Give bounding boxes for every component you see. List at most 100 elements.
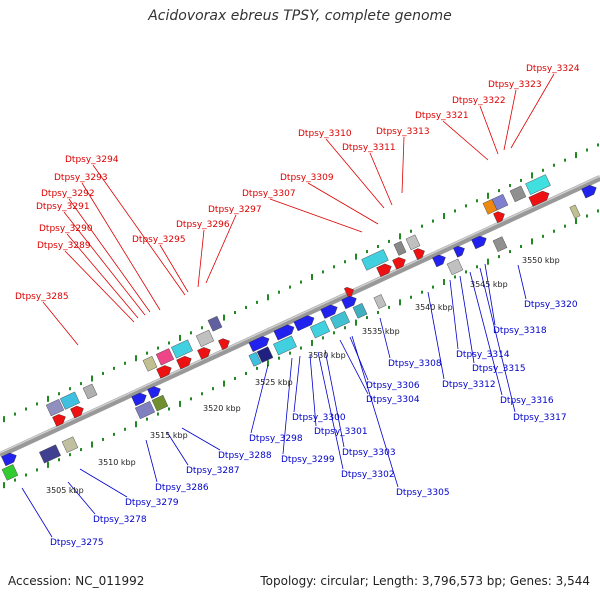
tick-dot — [146, 351, 148, 355]
forward-gene-block — [142, 355, 158, 372]
tick-dot — [333, 331, 335, 335]
reverse-gene-block — [147, 386, 161, 399]
forward-gene-block — [491, 193, 509, 211]
tick-dot — [465, 270, 467, 274]
reverse-gene-label: Dtpsy_3303 — [342, 448, 396, 458]
reverse-leader-line — [349, 336, 369, 381]
reverse-gene-block — [1, 452, 17, 467]
tick-dot — [80, 382, 82, 386]
tick-dot — [509, 184, 511, 188]
tick-dot — [366, 316, 368, 320]
scale-tick-label: 3530 kbp — [308, 351, 346, 360]
reverse-gene-label: Dtpsy_3299 — [281, 455, 335, 465]
tick-dot — [36, 402, 38, 406]
tick-dot — [542, 168, 544, 172]
tick-dot — [355, 319, 357, 326]
tick-dot — [443, 279, 445, 286]
scale-tick-labels: 3505 kbp 3510 kbp 3515 kbp 3520 kbp 3525 kbp… — [46, 256, 560, 495]
map-title: Acidovorax ebreus TPSY, complete genome — [148, 8, 452, 24]
tick-dot — [135, 421, 137, 428]
forward-gene-label: Dtpsy_3324 — [526, 64, 580, 74]
scale-tick-label: 3535 kbp — [362, 327, 400, 336]
tick-dot — [267, 294, 269, 301]
tick-dot — [168, 407, 170, 411]
forward-gene-block — [376, 263, 392, 277]
tick-dot — [267, 360, 269, 367]
reverse-gene-block — [352, 302, 368, 319]
reverse-leader-line — [351, 335, 399, 488]
tick-dot — [344, 326, 346, 330]
tick-dot — [564, 224, 566, 228]
tick-dot — [47, 461, 49, 468]
tick-dot — [278, 290, 280, 294]
forward-gene-block — [59, 391, 81, 410]
tick-dot — [586, 214, 588, 218]
forward-gene-label: Dtpsy_3293 — [54, 173, 108, 183]
forward-gene-block — [405, 234, 421, 251]
tick-dot — [256, 300, 258, 304]
reverse-gene-label: Dtpsy_3298 — [249, 434, 303, 444]
forward-leader-line — [64, 250, 135, 323]
tick-dot — [399, 233, 401, 240]
forward-gene-labels: Dtpsy_3285 Dtpsy_3289 Dtpsy_3290 Dtpsy_3291… — [15, 64, 580, 302]
forward-gene-label: Dtpsy_3296 — [176, 220, 230, 230]
reverse-leader-line — [479, 267, 516, 413]
reverse-gene-block — [569, 204, 581, 219]
tick-dot — [432, 219, 434, 223]
reverse-gene-block — [61, 436, 79, 453]
tick-dot — [47, 395, 49, 402]
forward-gene-block — [509, 185, 527, 203]
tick-dot — [179, 400, 181, 407]
tick-dot — [289, 285, 291, 289]
tick-dot — [14, 412, 16, 416]
tick-dot — [190, 397, 192, 401]
forward-leader-line — [81, 182, 161, 311]
reverse-leader-line — [79, 468, 128, 498]
forward-gene-label: Dtpsy_3321 — [415, 111, 469, 121]
scale-tick-label: 3510 kbp — [98, 458, 136, 467]
reverse-leader-line — [449, 279, 459, 350]
reverse-gene-label: Dtpsy_3275 — [50, 538, 104, 548]
scale-tick-label: 3515 kbp — [150, 431, 188, 440]
tick-dot — [14, 478, 16, 482]
reverse-gene-block — [471, 235, 487, 250]
forward-leader-line — [307, 182, 379, 225]
tick-dot — [300, 346, 302, 350]
scale-tick-label: 3545 kbp — [470, 280, 508, 289]
tick-dot — [91, 375, 93, 382]
tick-dot — [487, 258, 489, 265]
forward-leader-line — [159, 244, 189, 293]
tick-dot — [80, 448, 82, 452]
reverse-gene-block — [329, 310, 351, 330]
reverse-gene-block — [373, 294, 387, 309]
tick-dot — [498, 189, 500, 193]
tick-dot — [597, 143, 599, 147]
tick-dot — [410, 295, 412, 299]
reverse-gene-block — [273, 335, 297, 356]
reverse-leader-line — [21, 487, 53, 538]
forward-gene-block — [155, 348, 175, 366]
tick-dot — [223, 380, 225, 387]
reverse-leader-line — [282, 357, 293, 455]
reverse-leader-line — [469, 271, 503, 396]
reverse-gene-block — [151, 394, 169, 412]
tick-dot — [289, 351, 291, 355]
reverse-gene-block — [446, 258, 464, 276]
forward-leader-line — [510, 73, 555, 149]
tick-dot — [212, 387, 214, 391]
tick-dot — [520, 244, 522, 248]
tick-dot — [245, 305, 247, 309]
forward-gene-block — [70, 405, 84, 419]
reverse-gene-block — [581, 185, 597, 199]
tick-dot — [322, 336, 324, 340]
forward-leader-line — [479, 105, 499, 155]
reverse-leader-line — [427, 291, 445, 380]
scale-tick-label: 3520 kbp — [203, 404, 241, 413]
gene-features — [1, 174, 597, 481]
reverse-gene-label: Dtpsy_3300 — [292, 413, 346, 423]
tick-dot — [300, 280, 302, 284]
reverse-gene-block — [492, 236, 508, 252]
forward-gene-label: Dtpsy_3297 — [208, 205, 262, 215]
forward-gene-label: Dtpsy_3310 — [298, 129, 352, 139]
